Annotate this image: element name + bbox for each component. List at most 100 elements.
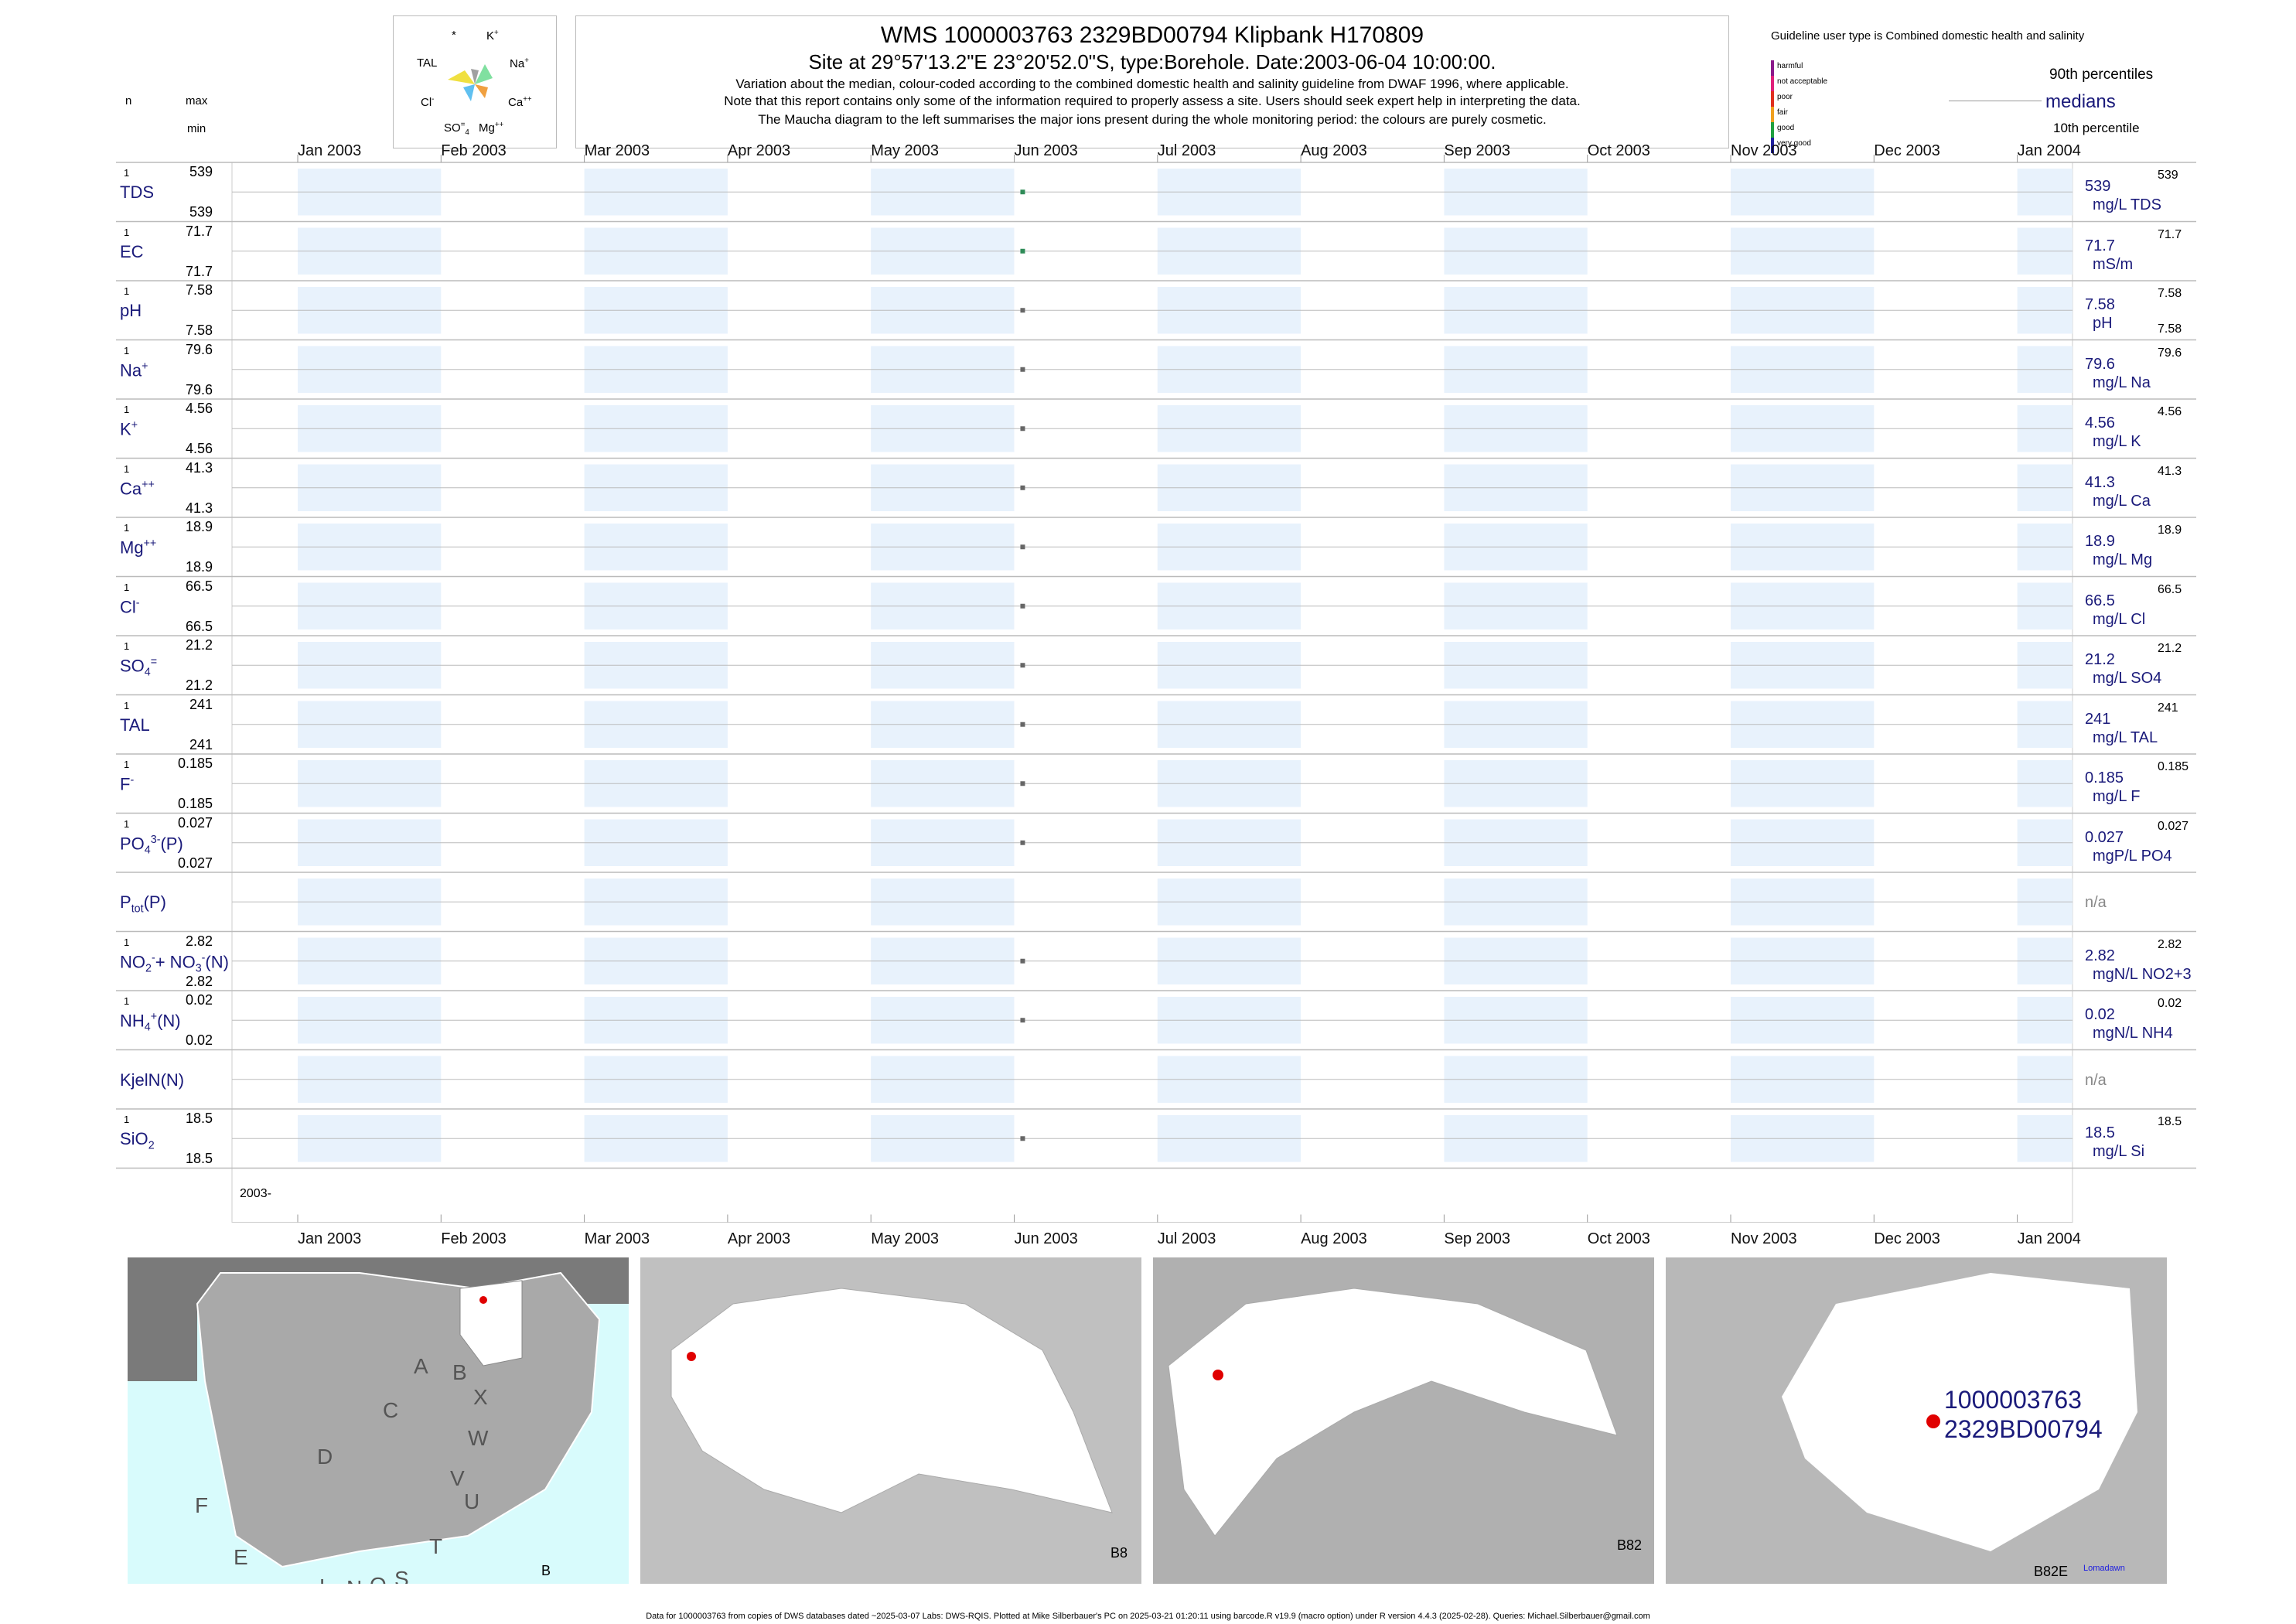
row-label-pH: pH xyxy=(120,301,142,320)
row-unit-TAL: mg/L TAL xyxy=(2093,728,2158,746)
row-p10-pH: 7.58 xyxy=(2158,322,2182,336)
title-box: WMS 1000003763 2329BD00794 Klipbank H170… xyxy=(575,15,1729,148)
month-label-bottom: May 2003 xyxy=(871,1230,940,1247)
row-median-PO4: 0.027 xyxy=(2085,828,2124,846)
region-label-Q: Q xyxy=(370,1573,387,1584)
row-min-TDS: 539 xyxy=(189,204,213,220)
map4-place: Lomadawn xyxy=(2083,1564,2125,1573)
row-label-K: K+ xyxy=(120,419,138,439)
month-label-top: Jan 2004 xyxy=(2017,142,2081,159)
month-label-bottom: Nov 2003 xyxy=(1731,1230,1797,1247)
row-n-PO4: 1 xyxy=(124,817,130,830)
region-label-X: X xyxy=(473,1385,488,1409)
row-max-EC: 71.7 xyxy=(185,223,213,239)
maucha-label-star: * xyxy=(452,29,456,42)
month-label-bottom: Jun 2003 xyxy=(1014,1230,1078,1247)
row-min-EC: 71.7 xyxy=(185,263,213,279)
region-label-E: E xyxy=(234,1545,248,1569)
map4-corner-label: B82E xyxy=(2034,1564,2069,1579)
row-max-Ca: 41.3 xyxy=(185,459,213,476)
maucha-sector-ca xyxy=(475,84,488,98)
row-max-F: 0.185 xyxy=(177,756,213,771)
row-min-Ca: 41.3 xyxy=(185,500,213,516)
row-median-SiO2: 18.5 xyxy=(2085,1124,2115,1141)
month-label-bottom: Dec 2003 xyxy=(1874,1230,1940,1247)
row-label-TAL: TAL xyxy=(120,715,150,735)
row-max-SiO2: 18.5 xyxy=(185,1111,213,1126)
x-axis-year-label: 2003- xyxy=(240,1186,271,1200)
row-p90-SiO2: 18.5 xyxy=(2158,1115,2182,1128)
row-min-SO4: 21.2 xyxy=(185,677,213,693)
map-b82e: 1000003763 2329BD00794 Lomadawn B82E xyxy=(1666,1257,2167,1584)
row-unit-F: mg/L F xyxy=(2093,788,2141,805)
row-max-Na: 79.6 xyxy=(185,341,213,357)
data-point-EC xyxy=(1020,248,1025,254)
row-p90-Ca: 41.3 xyxy=(2158,464,2182,478)
month-label-top: Aug 2003 xyxy=(1301,142,1367,159)
row-median-TDS: 539 xyxy=(2085,178,2111,195)
row-median-NH4: 0.02 xyxy=(2085,1006,2115,1023)
data-point-TAL xyxy=(1020,722,1025,727)
region-label-B: B xyxy=(452,1360,467,1384)
row-max-NO2NO3: 2.82 xyxy=(185,933,213,949)
month-label-top: Feb 2003 xyxy=(441,142,507,159)
row-max-pH: 7.58 xyxy=(185,282,213,298)
legend-color-harmful xyxy=(1771,60,1774,76)
row-max-Mg: 18.9 xyxy=(185,519,213,534)
region-label-U: U xyxy=(464,1489,480,1513)
legend-label-fair: fair xyxy=(1777,108,1788,117)
row-unit-PO4: mgP/L PO4 xyxy=(2093,847,2172,865)
legend-color-very-good xyxy=(1771,138,1774,153)
data-point-K xyxy=(1020,426,1025,432)
maucha-label-k: K+ xyxy=(486,29,499,43)
region-label-D: D xyxy=(317,1445,333,1469)
month-label-top: Jan 2003 xyxy=(298,142,362,159)
month-label-bottom: Feb 2003 xyxy=(441,1230,507,1247)
row-n-Ca: 1 xyxy=(124,462,130,475)
map4-site-code: 2329BD00794 xyxy=(1944,1415,2103,1443)
site-description: Site at 29°57'13.2"E 23°20'52.0"S, type:… xyxy=(808,50,1496,73)
row-unit-NH4: mgN/L NH4 xyxy=(2093,1025,2173,1042)
legend-label-not-acceptable: not acceptable xyxy=(1777,77,1828,86)
data-point-NO2NO3 xyxy=(1020,958,1025,964)
maucha-sector-na xyxy=(475,64,493,84)
row-max-SO4: 21.2 xyxy=(185,637,213,653)
row-n-Mg: 1 xyxy=(124,522,130,534)
month-label-top: Dec 2003 xyxy=(1874,142,1940,159)
col-max-header: max xyxy=(186,94,208,107)
legend-label-harmful: harmful xyxy=(1777,62,1803,70)
row-na-KjelN: n/a xyxy=(2085,1071,2107,1089)
row-n-TAL: 1 xyxy=(124,699,130,711)
row-label-TDS: TDS xyxy=(120,183,154,202)
legend-label-good: good xyxy=(1777,124,1795,132)
row-median-SO4: 21.2 xyxy=(2085,651,2115,668)
row-min-NH4: 0.02 xyxy=(185,1032,213,1048)
row-unit-Ca: mg/L Ca xyxy=(2093,492,2151,510)
row-min-NO2NO3: 2.82 xyxy=(185,973,213,989)
row-label-Cl: Cl- xyxy=(120,596,140,616)
row-unit-SO4: mg/L SO4 xyxy=(2093,670,2162,687)
row-label-SiO2: SiO2 xyxy=(120,1129,155,1152)
map-b82-shape xyxy=(1153,1257,1654,1584)
map2-corner-label: B8 xyxy=(1110,1545,1128,1561)
row-max-K: 4.56 xyxy=(185,401,213,416)
row-min-SiO2: 18.5 xyxy=(185,1151,213,1166)
row-unit-EC: mS/m xyxy=(2093,255,2134,273)
month-label-top: Nov 2003 xyxy=(1731,142,1797,159)
month-label-top: Jun 2003 xyxy=(1014,142,1078,159)
note-2: Note that this report contains only some… xyxy=(724,94,1581,108)
row-min-TAL: 241 xyxy=(189,736,213,752)
region-label-N: N xyxy=(346,1576,362,1584)
page-title: WMS 1000003763 2329BD00794 Klipbank H170… xyxy=(880,22,1424,48)
data-point-NH4 xyxy=(1020,1018,1025,1023)
col-n-header: n xyxy=(125,94,132,107)
row-n-F: 1 xyxy=(124,759,130,770)
row-unit-Na: mg/L Na xyxy=(2093,374,2151,391)
data-point-PO4 xyxy=(1020,840,1025,845)
row-label-PO4: PO43-(P) xyxy=(120,833,183,857)
legend-color-not-acceptable xyxy=(1771,76,1774,91)
month-label-top: Sep 2003 xyxy=(1444,142,1511,159)
row-max-NH4: 0.02 xyxy=(185,992,213,1008)
row-label-F: F- xyxy=(120,774,135,794)
row-label-Na: Na+ xyxy=(120,360,148,380)
